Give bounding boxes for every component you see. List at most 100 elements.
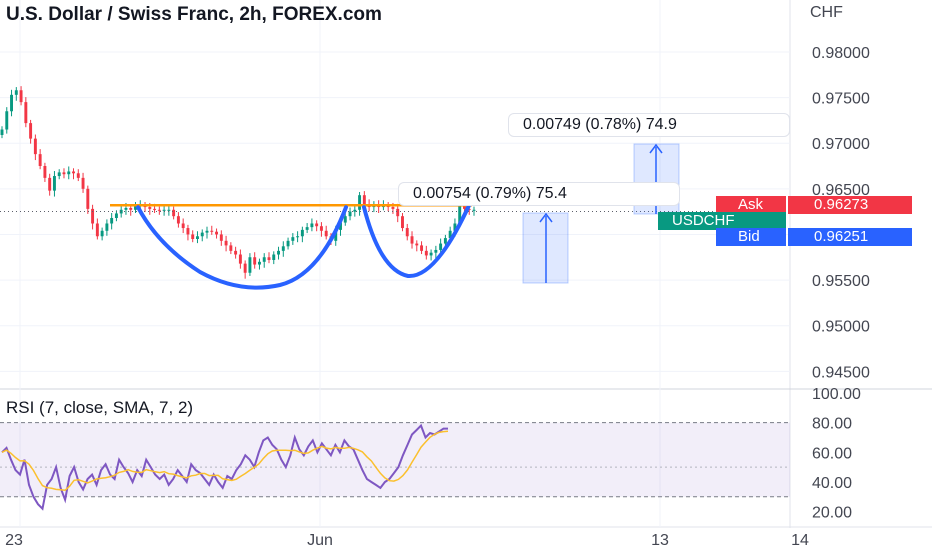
candle-body xyxy=(272,254,276,260)
candle-body xyxy=(315,223,319,227)
price-currency-label: CHF xyxy=(810,4,843,21)
candle-body xyxy=(86,188,90,209)
candle-body xyxy=(172,209,176,217)
rsi-tick-label: 100.00 xyxy=(812,386,861,403)
candle-body xyxy=(219,234,223,241)
candle-body xyxy=(19,90,23,103)
rsi-indicator-title[interactable]: RSI (7, close, SMA, 7, 2) xyxy=(6,398,194,417)
measure-label-large[interactable]: 0.00749 (0.78%) 74.9 xyxy=(508,113,790,137)
candle-body xyxy=(334,229,338,241)
candle-body xyxy=(362,195,366,205)
time-tick-label: 13 xyxy=(651,532,669,549)
candle-body xyxy=(181,223,185,229)
candle-body xyxy=(33,138,37,155)
measure-arrowhead-small xyxy=(539,212,553,223)
ask-label-tag: Ask xyxy=(716,196,786,214)
candle-body xyxy=(415,243,419,246)
candle-body xyxy=(105,223,109,231)
candle-body xyxy=(191,234,195,239)
candle-body xyxy=(429,252,433,256)
candle-body xyxy=(420,245,424,251)
candle-body xyxy=(277,250,280,255)
rsi-tick-label: 40.00 xyxy=(812,475,852,492)
candle-body xyxy=(229,245,233,251)
candle-body xyxy=(5,111,9,130)
candle-body xyxy=(215,231,219,235)
candle-body xyxy=(62,172,66,175)
candle-body xyxy=(353,209,357,212)
price-tick-label: 0.94500 xyxy=(812,364,870,381)
rsi-tick-label: 80.00 xyxy=(812,416,852,433)
candle-body xyxy=(162,209,166,211)
candle-body xyxy=(358,195,362,210)
candle-body xyxy=(339,222,342,230)
chart-title: U.S. Dollar / Swiss Franc, 2h, FOREX.com xyxy=(6,4,382,25)
candle-body xyxy=(286,240,290,247)
candle-body xyxy=(38,154,42,166)
candle-body xyxy=(52,176,56,191)
candle-body xyxy=(472,209,476,211)
price-tick-label: 0.95000 xyxy=(812,319,870,336)
candle-body xyxy=(434,249,438,253)
candle-body xyxy=(391,207,395,209)
candle-body xyxy=(405,228,409,237)
candle-body xyxy=(253,257,257,265)
candle-body xyxy=(0,129,4,135)
candle-body xyxy=(410,236,414,244)
rsi-band xyxy=(0,422,790,497)
measure-arrowhead-large xyxy=(649,143,663,154)
candle-body xyxy=(281,246,285,251)
grid-layer xyxy=(0,0,932,528)
candle-body xyxy=(14,90,18,95)
time-tick-label: Jun xyxy=(307,532,333,549)
candle-body xyxy=(453,223,457,231)
candle-body xyxy=(305,227,309,230)
candle-body xyxy=(458,201,462,224)
candle-body xyxy=(129,207,133,210)
candle-body xyxy=(186,228,190,235)
candle-body xyxy=(124,207,128,210)
candle-body xyxy=(291,237,295,241)
candle-body xyxy=(238,254,242,264)
candle-body xyxy=(324,230,328,237)
candle-body xyxy=(424,250,428,256)
candle-body xyxy=(43,166,47,178)
rsi-sma-line xyxy=(1,430,449,491)
price-tick-label: 0.98000 xyxy=(812,45,870,62)
measure-label-small[interactable]: 0.00754 (0.79%) 75.4 xyxy=(398,182,680,206)
time-tick-label: 14 xyxy=(791,532,809,549)
ask-price-tag: 0.96273 xyxy=(788,196,912,214)
price-tick-label: 0.96500 xyxy=(812,182,870,199)
bid-label-tag: Bid xyxy=(716,228,786,246)
candle-body xyxy=(267,257,271,260)
candle-body xyxy=(343,216,347,223)
candle-body xyxy=(76,173,80,178)
candle-body xyxy=(110,218,114,224)
candle-body xyxy=(296,236,300,238)
candle-body xyxy=(72,171,75,174)
candle-body xyxy=(248,257,252,273)
candle-body xyxy=(234,250,238,255)
candle-body xyxy=(24,102,28,124)
candle-body xyxy=(100,230,104,237)
candle-body xyxy=(310,223,314,228)
candle-body xyxy=(262,257,266,262)
candle-body xyxy=(48,177,52,191)
rsi-line xyxy=(1,423,448,511)
candle-body xyxy=(176,216,180,224)
candle-body xyxy=(257,261,261,265)
candle-body xyxy=(148,207,152,209)
candle-body xyxy=(210,230,214,232)
candle-body xyxy=(448,230,452,239)
candle-body xyxy=(91,208,95,224)
candle-body xyxy=(319,226,323,231)
candle-body xyxy=(119,209,123,214)
candle-body xyxy=(396,208,400,217)
rsi-tick-label: 60.00 xyxy=(812,445,852,462)
candle-body xyxy=(224,240,228,246)
candle-body xyxy=(200,232,204,237)
candle-body xyxy=(114,213,118,219)
symbol-tag: USDCHF xyxy=(658,212,786,230)
